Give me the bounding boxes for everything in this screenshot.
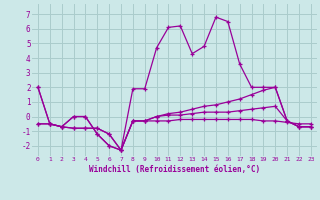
X-axis label: Windchill (Refroidissement éolien,°C): Windchill (Refroidissement éolien,°C): [89, 165, 260, 174]
